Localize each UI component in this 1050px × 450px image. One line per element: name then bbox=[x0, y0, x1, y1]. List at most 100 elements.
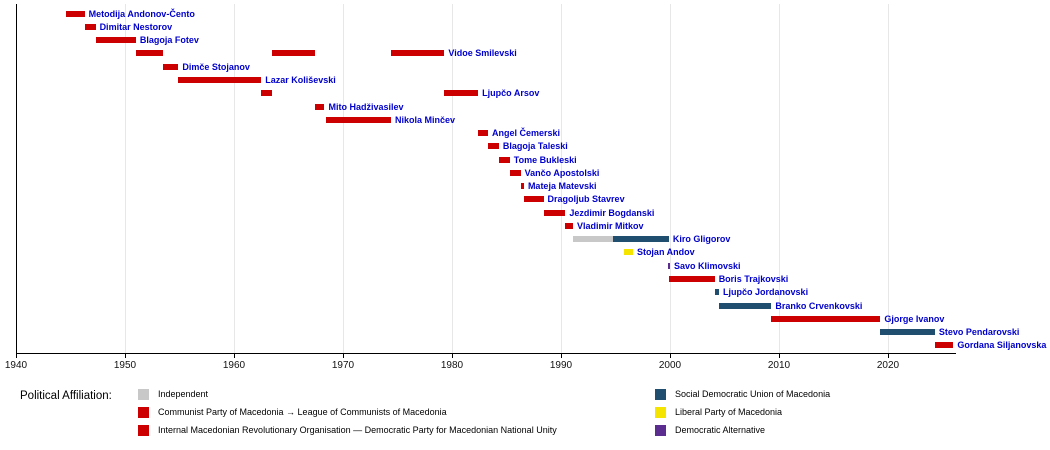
axis-tick-label: 2000 bbox=[658, 360, 682, 371]
legend-item: Liberal Party of Macedonia bbox=[655, 406, 830, 418]
term-bar bbox=[523, 196, 544, 203]
axis-tick-label: 1950 bbox=[113, 360, 137, 371]
legend-item-label: Liberal Party of Macedonia bbox=[675, 406, 783, 417]
person-label: Boris Trajkovski bbox=[718, 274, 789, 285]
term-bar bbox=[565, 222, 573, 229]
person-label: Metodija Andonov-Čento bbox=[88, 8, 195, 19]
term-bar bbox=[178, 76, 262, 83]
legend-item: Communist Party of Macedonia → League of… bbox=[138, 406, 557, 418]
axis-tick-label: 2020 bbox=[876, 360, 900, 371]
grid-line bbox=[343, 4, 344, 353]
legend-color-swatch bbox=[138, 406, 149, 418]
person-label: Savo Klimovski bbox=[674, 260, 741, 271]
person-label: Blagoja Taleski bbox=[502, 141, 568, 152]
person-label: Ljupčo Jordanovski bbox=[723, 287, 809, 298]
term-bar bbox=[444, 90, 479, 97]
axis-tick bbox=[670, 353, 671, 358]
person-label: Ljupčo Arsov bbox=[482, 88, 540, 99]
term-bar bbox=[498, 156, 510, 163]
person-label: Stevo Pendarovski bbox=[938, 327, 1020, 338]
term-bar bbox=[261, 90, 273, 97]
axis-tick bbox=[779, 353, 780, 358]
legend-title: Political Affiliation: bbox=[20, 390, 112, 402]
person-label: Gjorge Ivanov bbox=[884, 313, 945, 324]
term-bar bbox=[714, 289, 720, 296]
term-bar bbox=[880, 329, 935, 336]
person-label: Nikola Minčev bbox=[394, 114, 455, 125]
axis-tick bbox=[234, 353, 235, 358]
term-bar bbox=[135, 50, 164, 57]
grid-line bbox=[452, 4, 453, 353]
term-bar bbox=[543, 209, 566, 216]
grid-line bbox=[670, 4, 671, 353]
axis-tick-label: 1980 bbox=[440, 360, 464, 371]
axis-tick bbox=[888, 353, 889, 358]
legend-color-swatch bbox=[655, 406, 666, 418]
person-label: Stojan Andov bbox=[636, 247, 695, 258]
term-bar bbox=[272, 50, 315, 57]
axis-tick-label: 1990 bbox=[549, 360, 573, 371]
axis-tick-label: 1970 bbox=[331, 360, 355, 371]
axis-tick-label: 1940 bbox=[4, 360, 28, 371]
legend: Political Affiliation: Independent Commun… bbox=[0, 386, 1050, 450]
term-bar bbox=[668, 276, 715, 283]
axis-tick bbox=[343, 353, 344, 358]
person-label: Tome Bukleski bbox=[513, 154, 577, 165]
term-bar bbox=[478, 130, 488, 137]
term-bar bbox=[314, 103, 325, 110]
term-bar bbox=[667, 262, 670, 269]
person-label: Kiro Gligorov bbox=[672, 234, 731, 245]
legend-item: Internal Macedonian Revolutionary Organi… bbox=[138, 424, 557, 436]
legend-column: Independent Communist Party of Macedonia … bbox=[138, 388, 557, 442]
axis-tick bbox=[125, 353, 126, 358]
term-bar bbox=[719, 302, 772, 309]
legend-item-label: Democratic Alternative bbox=[675, 424, 766, 435]
person-label: Lazar Koliševski bbox=[265, 74, 336, 85]
term-bar bbox=[390, 50, 445, 57]
person-label: Vladimir Mitkov bbox=[576, 220, 644, 231]
legend-item: Independent bbox=[138, 388, 557, 400]
term-bar bbox=[487, 143, 499, 150]
x-axis-line bbox=[16, 353, 956, 354]
term-bar bbox=[572, 236, 614, 243]
term-bar bbox=[771, 315, 881, 322]
term-bar bbox=[325, 116, 391, 123]
person-label: Dragoljub Stavrev bbox=[547, 194, 625, 205]
person-label: Vidoe Smilevski bbox=[448, 48, 517, 59]
grid-line bbox=[234, 4, 235, 353]
grid-line bbox=[561, 4, 562, 353]
axis-tick bbox=[561, 353, 562, 358]
term-bar bbox=[95, 37, 136, 44]
grid-line bbox=[779, 4, 780, 353]
person-label: Vančo Apostolski bbox=[524, 167, 600, 178]
legend-item-label: Independent bbox=[158, 388, 209, 399]
person-label: Mateja Matevski bbox=[527, 181, 597, 192]
person-label: Blagoja Fotev bbox=[139, 35, 199, 46]
grid-line bbox=[125, 4, 126, 353]
axis-tick-label: 1960 bbox=[222, 360, 246, 371]
legend-column: Social Democratic Union of Macedonia Libe… bbox=[655, 388, 830, 442]
person-label: Jezdimir Bogdanski bbox=[569, 207, 655, 218]
legend-color-swatch bbox=[138, 388, 149, 400]
person-label: Mito Hadživasilev bbox=[328, 101, 404, 112]
term-bar bbox=[66, 10, 85, 17]
term-bar bbox=[934, 342, 954, 349]
term-bar bbox=[509, 169, 521, 176]
term-bar bbox=[84, 23, 96, 30]
legend-item-label: Communist Party of Macedonia → League of… bbox=[158, 406, 447, 417]
legend-item: Democratic Alternative bbox=[655, 424, 830, 436]
grid-line bbox=[888, 4, 889, 353]
term-bar bbox=[520, 183, 524, 190]
legend-item-label: Internal Macedonian Revolutionary Organi… bbox=[158, 424, 557, 435]
legend-color-swatch bbox=[655, 424, 666, 436]
axis-tick bbox=[452, 353, 453, 358]
person-label: Dimče Stojanov bbox=[182, 61, 250, 72]
person-label: Branko Crvenkovski bbox=[775, 300, 863, 311]
term-bar bbox=[613, 236, 669, 243]
y-axis-line bbox=[16, 4, 17, 353]
legend-item: Social Democratic Union of Macedonia bbox=[655, 388, 830, 400]
axis-tick-label: 2010 bbox=[767, 360, 791, 371]
person-label: Dimitar Nestorov bbox=[99, 21, 173, 32]
person-label: Angel Čemerski bbox=[491, 128, 560, 139]
